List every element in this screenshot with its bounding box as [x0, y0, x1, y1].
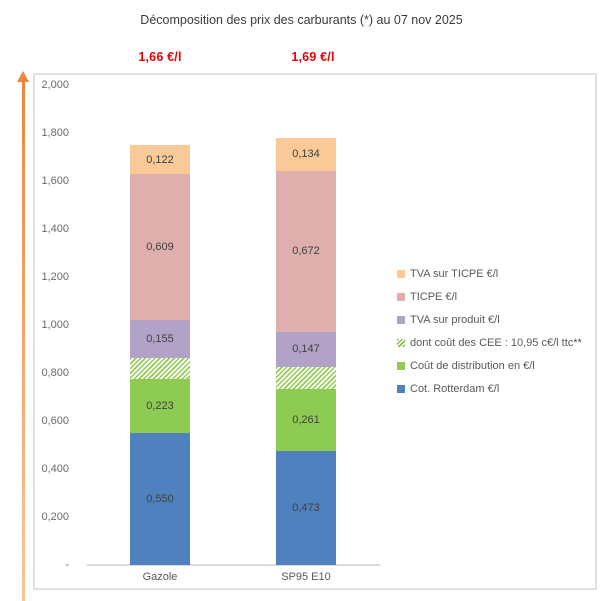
bar-segment-value: 0,550 — [146, 493, 174, 505]
stacked-bar-sp95-e10: 0,473 0,261 0,147 0,672 0,134 — [276, 138, 336, 565]
y-axis-tick-label: 1,400 — [41, 223, 69, 235]
bar-segment: 0,155 — [130, 320, 190, 358]
bar-total-label-sp95: 1,69 €/l — [291, 50, 335, 64]
legend-item: Cot. Rotterdam €/l — [397, 382, 582, 396]
y-axis-tick-label: - — [65, 559, 69, 571]
legend-swatch-icon — [397, 316, 405, 324]
bar-segment-value: 0,147 — [292, 343, 320, 356]
legend-label: Cot. Rotterdam €/l — [410, 383, 500, 395]
bar-segment-value: 0,473 — [292, 502, 320, 515]
bar-segment-value: 0,223 — [146, 400, 174, 413]
bar-segment: 0,134 — [276, 138, 336, 171]
y-axis-tick-label: 0,400 — [41, 463, 69, 475]
legend-swatch-icon — [397, 270, 405, 278]
legend-swatch-icon — [397, 293, 405, 301]
bar-segment-value: 0,261 — [292, 414, 320, 427]
bar-segment: 0,147 — [276, 331, 336, 368]
bar-segment: 0,223 — [130, 379, 190, 433]
bar-segment: 0,261 — [276, 388, 336, 452]
legend-label: TICPE €/l — [410, 291, 458, 303]
bar-segment: 0,672 — [276, 170, 336, 332]
stacked-bar-gazole: 0,550 0,223 0,155 0,609 0,122 — [130, 145, 190, 565]
y-axis-tick-label: 1,800 — [41, 127, 69, 139]
bar-segment-value: 0,155 — [146, 333, 174, 346]
up-arrow-icon — [17, 71, 29, 82]
legend-item: TVA sur produit €/l — [397, 313, 582, 327]
bar-segment-value: 0,609 — [146, 241, 174, 254]
legend-item: dont coût des CEE : 10,95 c€/l ttc** — [397, 336, 582, 350]
y-axis-arrow-line — [22, 81, 25, 601]
bar-segment: 0,473 — [276, 451, 336, 565]
y-axis-tick-label: 1,200 — [41, 271, 69, 283]
bar-segment-value: 0,122 — [146, 153, 174, 166]
x-axis-category-label: Gazole — [142, 571, 178, 583]
legend-label: Coût de distribution en €/l — [410, 360, 535, 372]
legend-item: Coût de distribution en €/l — [397, 359, 582, 373]
bar-segment: 0,550 — [130, 433, 190, 565]
y-axis-tick-label: 0,200 — [41, 511, 69, 523]
legend-label: TVA sur produit €/l — [410, 314, 500, 326]
bar-segment-value: 0,672 — [292, 245, 320, 258]
y-axis-tick-label: 0,800 — [41, 367, 69, 379]
chart-title: Décomposition des prix des carburants (*… — [140, 13, 463, 27]
legend-swatch-icon — [397, 385, 405, 393]
y-axis-tick-label: 0,600 — [41, 415, 69, 427]
legend-swatch-icon — [397, 362, 405, 370]
bar-segment: 0,609 — [130, 174, 190, 321]
legend-label: dont coût des CEE : 10,95 c€/l ttc** — [410, 337, 582, 349]
y-axis-tick-label: 2,000 — [41, 79, 69, 91]
bar-segment — [276, 367, 336, 389]
legend-swatch-icon — [397, 339, 405, 347]
x-axis-line — [87, 564, 380, 566]
y-axis-tick-label: 1,600 — [41, 175, 69, 187]
legend-item: TICPE €/l — [397, 290, 582, 304]
chart-legend: TVA sur TICPE €/l TICPE €/l TVA sur produi… — [397, 267, 582, 405]
legend-label: TVA sur TICPE €/l — [410, 268, 499, 280]
x-axis-category-label: SP95 E10 — [281, 571, 331, 583]
bar-segment — [130, 357, 190, 380]
bar-segment-value: 0,134 — [292, 148, 320, 161]
plot-area: TVA sur TICPE €/l TICPE €/l TVA sur produi… — [33, 73, 597, 590]
legend-item: TVA sur TICPE €/l — [397, 267, 582, 281]
y-axis-tick-label: 1,000 — [41, 319, 69, 331]
bar-segment: 0,122 — [130, 145, 190, 175]
bar-total-label-gazole: 1,66 €/l — [138, 50, 182, 64]
